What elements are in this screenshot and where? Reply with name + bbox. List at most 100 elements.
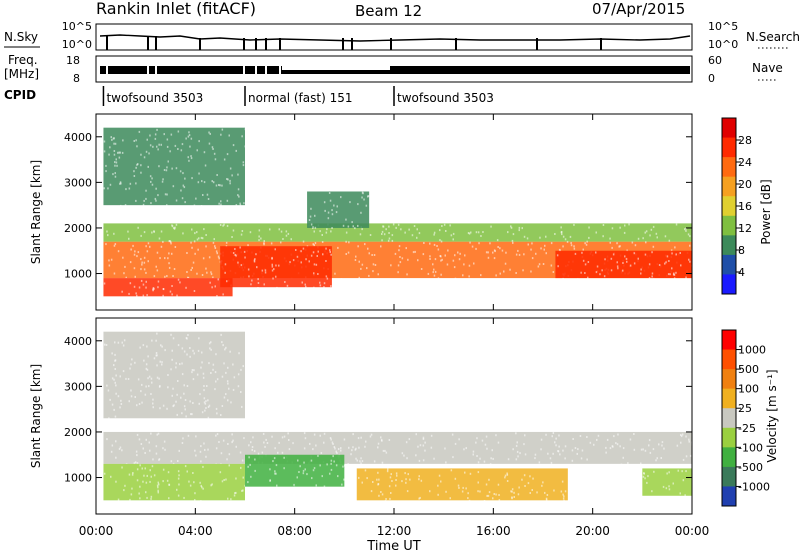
speckle xyxy=(220,414,222,416)
speckle xyxy=(249,231,252,234)
speckle xyxy=(324,209,326,212)
speckle xyxy=(521,227,523,230)
speckle xyxy=(513,496,515,498)
speckle xyxy=(611,246,613,249)
speckle xyxy=(433,231,436,234)
speckle xyxy=(121,466,123,469)
speckle xyxy=(319,281,321,284)
speckle xyxy=(586,436,588,438)
speckle xyxy=(127,230,129,233)
nsearch-label: N.Search xyxy=(746,30,800,44)
speckle xyxy=(242,476,244,479)
speckle xyxy=(216,378,219,381)
speckle xyxy=(214,371,217,374)
speckle xyxy=(212,276,214,279)
speckle xyxy=(212,241,215,244)
speckle xyxy=(150,202,152,205)
speckle xyxy=(150,180,152,183)
speckle xyxy=(196,231,198,234)
speckle xyxy=(256,266,258,269)
speckle xyxy=(262,432,265,435)
speckle xyxy=(122,256,124,259)
speckle xyxy=(153,287,155,290)
speckle xyxy=(242,164,245,167)
speckle xyxy=(616,265,619,268)
speckle xyxy=(550,461,553,464)
speckle xyxy=(136,433,139,436)
speckle xyxy=(194,499,196,501)
speckle xyxy=(162,288,165,290)
speckle xyxy=(157,486,159,489)
speckle xyxy=(562,493,564,496)
speckle xyxy=(440,259,442,262)
x-tick-label: 08:00 xyxy=(277,524,312,538)
speckle xyxy=(147,377,149,380)
speckle xyxy=(366,477,368,480)
speckle xyxy=(263,283,265,286)
speckle xyxy=(120,182,122,185)
speckle xyxy=(103,282,106,285)
y-tick-label: 4000 xyxy=(64,131,92,144)
speckle xyxy=(665,487,668,490)
speckle xyxy=(203,385,205,387)
speckle xyxy=(113,378,115,381)
speckle xyxy=(419,496,421,499)
speckle xyxy=(377,446,379,449)
speckle xyxy=(157,280,160,283)
speckle xyxy=(599,273,601,276)
speckle xyxy=(450,234,453,237)
speckle xyxy=(516,450,519,453)
speckle xyxy=(518,253,521,256)
speckle xyxy=(397,271,399,274)
speckle xyxy=(454,442,457,445)
speckle xyxy=(685,435,687,438)
speckle xyxy=(106,230,108,233)
speckle xyxy=(134,396,136,398)
speckle xyxy=(118,156,121,159)
speckle xyxy=(427,272,430,275)
speckle xyxy=(310,207,312,210)
speckle xyxy=(296,255,299,258)
speckle xyxy=(327,211,330,214)
speckle xyxy=(380,491,382,493)
speckle xyxy=(652,245,655,248)
speckle xyxy=(390,492,392,494)
speckle xyxy=(161,345,163,348)
speckle xyxy=(184,408,186,411)
speckle xyxy=(613,435,615,438)
speckle xyxy=(175,199,178,202)
speckle xyxy=(485,435,488,438)
speckle xyxy=(156,251,159,254)
speckle xyxy=(441,225,443,227)
speckle xyxy=(579,435,582,437)
speckle xyxy=(138,438,141,441)
speckle xyxy=(496,239,499,242)
speckle xyxy=(515,272,517,274)
speckle xyxy=(378,494,380,497)
speckle xyxy=(411,234,414,237)
speckle xyxy=(114,353,116,356)
speckle xyxy=(422,444,425,447)
speckle xyxy=(478,242,480,245)
speckle xyxy=(358,260,360,263)
speckle xyxy=(364,445,366,448)
speckle xyxy=(199,450,202,453)
speckle xyxy=(149,245,151,248)
speckle xyxy=(108,153,110,156)
speckle xyxy=(312,226,314,229)
speckle xyxy=(517,455,519,458)
speckle xyxy=(434,258,437,261)
speckle xyxy=(429,242,431,245)
speckle xyxy=(477,461,480,464)
speckle xyxy=(142,447,144,450)
speckle xyxy=(510,225,512,228)
speckle xyxy=(254,469,256,472)
speckle xyxy=(172,337,175,340)
speckle xyxy=(648,439,651,442)
speckle xyxy=(653,277,655,280)
speckle xyxy=(367,195,369,198)
heatmap-region xyxy=(103,463,245,501)
speckle xyxy=(341,483,343,486)
speckle xyxy=(480,274,482,277)
speckle xyxy=(130,395,133,398)
